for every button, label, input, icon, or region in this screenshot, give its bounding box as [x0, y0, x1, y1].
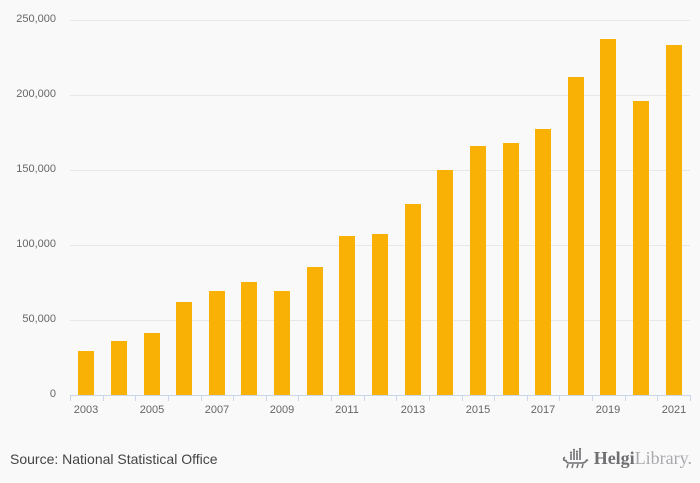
x-axis-tick: [690, 395, 691, 401]
bar-chart: 0 50,000 100,000 150,000 200,000 250,000 2003 2…: [16, 13, 691, 416]
bar-2019[interactable]: [600, 39, 616, 395]
bar-2021[interactable]: [666, 45, 682, 395]
x-axis-label-2021: 2021: [661, 404, 687, 416]
x-axis-tick: [462, 395, 463, 401]
x-axis-label-2011: 2011: [335, 404, 359, 416]
x-axis-tick: [527, 395, 528, 401]
y-axis-label-250000: 250,000: [16, 13, 56, 25]
y-axis-label-100000: 100,000: [16, 238, 56, 250]
x-axis-line: [70, 395, 691, 396]
x-axis-tick: [657, 395, 658, 401]
logo-wordmark: HelgiLibrary.: [594, 446, 692, 470]
y-axis-label-50000: 50,000: [22, 313, 56, 325]
x-axis-tick: [592, 395, 593, 401]
bar-2011[interactable]: [339, 236, 355, 395]
x-axis-label-2019: 2019: [595, 404, 621, 416]
bar-2009[interactable]: [274, 291, 290, 395]
x-axis-label-2005: 2005: [139, 404, 165, 416]
x-axis-tick: [625, 395, 626, 401]
x-axis-tick: [168, 395, 169, 401]
x-axis-tick: [559, 395, 560, 401]
y-axis-label-0: 0: [49, 388, 56, 400]
gridline-y-150000: [70, 170, 690, 171]
x-axis-tick: [266, 395, 267, 401]
x-axis-label-2007: 2007: [204, 404, 230, 416]
helgi-library-logo[interactable]: HelgiLibrary.: [562, 446, 692, 470]
bar-2008[interactable]: [241, 282, 257, 395]
bar-2018[interactable]: [568, 77, 584, 395]
x-axis-label-2017: 2017: [530, 404, 556, 416]
chart-footer: Source: National Statistical Office: [0, 440, 700, 483]
bar-2015[interactable]: [470, 146, 486, 395]
bar-2006[interactable]: [176, 302, 192, 395]
bar-2013[interactable]: [405, 204, 421, 395]
x-axis-tick: [70, 395, 71, 401]
logo-brand-secondary: Library.: [634, 448, 692, 468]
x-axis-label-2009: 2009: [269, 404, 295, 416]
y-axis-label-200000: 200,000: [16, 88, 56, 100]
x-axis-label-2003: 2003: [73, 404, 99, 416]
bar-2020[interactable]: [633, 101, 649, 395]
x-axis-tick: [201, 395, 202, 401]
x-axis-tick: [429, 395, 430, 401]
x-axis-tick: [233, 395, 234, 401]
bar-2005[interactable]: [144, 333, 160, 395]
bar-2010[interactable]: [307, 267, 323, 395]
logo-brand-primary: Helgi: [593, 448, 635, 468]
bar-2017[interactable]: [535, 129, 551, 395]
bar-2003[interactable]: [78, 351, 94, 395]
bar-2016[interactable]: [503, 143, 519, 395]
bar-2004[interactable]: [111, 341, 127, 395]
bar-2012[interactable]: [372, 234, 388, 395]
x-axis-tick: [103, 395, 104, 401]
source-caption: Source: National Statistical Office: [10, 451, 218, 467]
x-axis-tick: [364, 395, 365, 401]
helgi-ship-icon: [562, 447, 588, 468]
x-axis-tick: [396, 395, 397, 401]
x-axis-tick: [298, 395, 299, 401]
x-axis-label-2015: 2015: [465, 404, 491, 416]
x-axis-tick: [331, 395, 332, 401]
gridline-y-250000: [70, 20, 690, 21]
x-axis-tick: [135, 395, 136, 401]
gridline-y-200000: [70, 95, 690, 96]
x-axis-tick: [494, 395, 495, 401]
x-axis-label-2013: 2013: [400, 404, 426, 416]
bar-2014[interactable]: [437, 170, 453, 395]
y-axis-label-150000: 150,000: [16, 163, 56, 175]
bar-2007[interactable]: [209, 291, 225, 395]
